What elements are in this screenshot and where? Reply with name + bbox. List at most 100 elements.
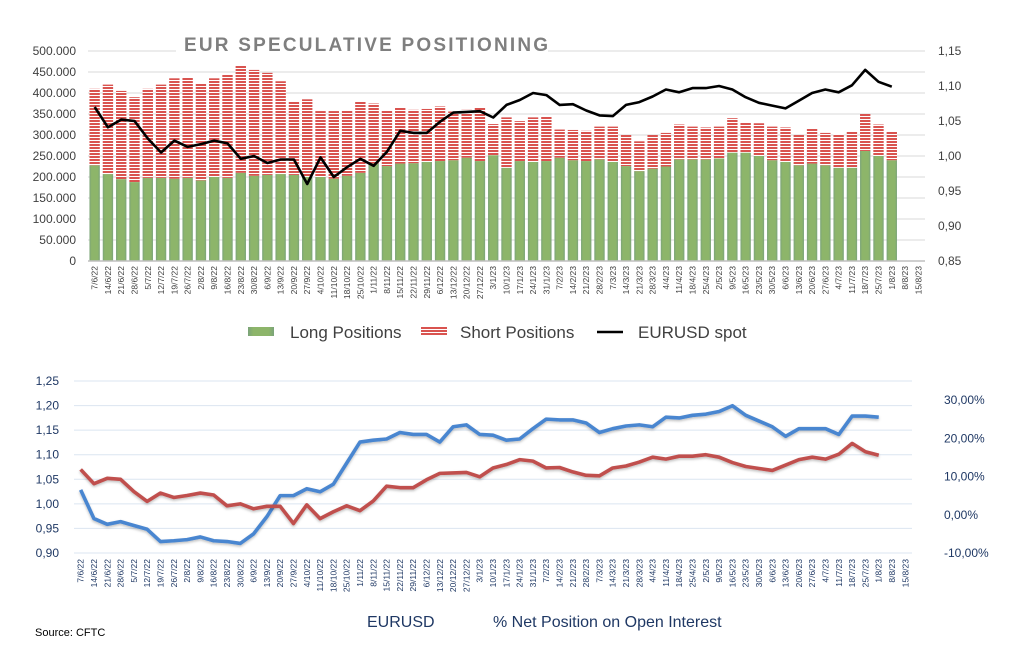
long-position-bar bbox=[155, 177, 167, 261]
bottom-x-tick-label: 21/6/22 bbox=[102, 559, 112, 588]
top-x-tick-label: 14/2/23 bbox=[568, 266, 578, 295]
top-x-tick-label: 5/7/22 bbox=[143, 266, 153, 290]
short-position-bar bbox=[302, 99, 313, 177]
top-y-tick-label: 350.000 bbox=[33, 107, 77, 121]
short-position-bar bbox=[806, 128, 818, 164]
bottom-x-tick-label: 20/6/23 bbox=[794, 559, 804, 588]
top-x-tick-label: 25/7/23 bbox=[874, 266, 884, 295]
long-position-bar bbox=[607, 161, 618, 261]
short-position-bar bbox=[275, 81, 286, 175]
long-position-bar bbox=[501, 167, 512, 261]
short-position-bar bbox=[780, 127, 791, 162]
long-position-bar bbox=[116, 179, 127, 261]
short-position-bar bbox=[501, 117, 512, 168]
legend-short-swatch bbox=[421, 327, 447, 336]
bottom-x-tick-label: 18/7/23 bbox=[847, 559, 857, 588]
short-position-bar bbox=[421, 108, 432, 162]
long-position-bar bbox=[767, 160, 778, 261]
bottom-y-tick-label: 0,90 bbox=[36, 546, 60, 560]
legend-long-label: Long Positions bbox=[290, 323, 402, 342]
long-position-bar bbox=[740, 152, 751, 261]
top-x-tick-label: 31/1/23 bbox=[541, 266, 551, 295]
short-position-bar bbox=[660, 132, 672, 167]
top-x-tick-label: 28/3/23 bbox=[648, 266, 658, 295]
short-position-bar bbox=[833, 134, 844, 168]
top-y2-tick-label: 1,15 bbox=[938, 44, 962, 58]
top-x-tick-label: 8/11/22 bbox=[382, 266, 392, 294]
top-right-axis: 0,85 0,90 0,95 1,00 1,05 1,10 1,15 bbox=[938, 44, 962, 268]
short-position-bar bbox=[687, 126, 698, 160]
top-x-tick-label: 4/10/22 bbox=[316, 266, 326, 295]
top-x-tick-label: 13/12/22 bbox=[448, 266, 458, 299]
long-position-bar bbox=[567, 160, 579, 261]
net-position-line bbox=[79, 403, 879, 546]
top-x-tick-label: 4/4/23 bbox=[661, 266, 671, 290]
top-x-tick-label: 26/7/22 bbox=[183, 266, 193, 295]
bottom-x-tick-label: 5/7/22 bbox=[129, 559, 139, 583]
bottom-x-tick-label: 28/2/23 bbox=[581, 559, 591, 588]
long-position-bar bbox=[209, 177, 220, 261]
top-x-tick-label: 18/7/23 bbox=[860, 266, 870, 295]
top-y2-tick-label: 1,10 bbox=[938, 79, 962, 93]
long-position-bar bbox=[514, 161, 525, 261]
bottom-x-tick-label: 23/5/23 bbox=[741, 559, 751, 588]
long-position-bar bbox=[169, 178, 180, 261]
short-position-bar bbox=[740, 122, 751, 153]
top-x-tick-label: 19/7/22 bbox=[169, 266, 179, 295]
bottom-y-tick-label: 1,15 bbox=[36, 423, 60, 437]
top-x-tick-label: 25/4/23 bbox=[701, 266, 711, 295]
short-position-bar bbox=[116, 90, 127, 180]
bottom-x-tick-label: 13/12/22 bbox=[435, 559, 445, 592]
top-x-tick-label: 4/7/23 bbox=[834, 266, 844, 290]
bottom-x-tick-label: 30/8/22 bbox=[235, 559, 245, 588]
short-position-bar bbox=[461, 109, 472, 158]
short-position-bar bbox=[634, 141, 645, 172]
short-position-bar bbox=[594, 126, 605, 160]
short-position-bar bbox=[860, 114, 871, 151]
bottom-x-tick-label: 8/11/22 bbox=[368, 559, 378, 587]
long-position-bar bbox=[860, 150, 871, 261]
long-position-bar bbox=[727, 152, 738, 261]
bottom-y-tick-label: 1,25 bbox=[36, 374, 60, 388]
top-y2-tick-label: 0,95 bbox=[938, 184, 962, 198]
short-position-bar bbox=[328, 111, 339, 179]
long-position-bar bbox=[328, 178, 339, 261]
short-position-bar bbox=[541, 116, 552, 162]
top-x-tick-label: 30/8/22 bbox=[249, 266, 259, 295]
bottom-x-tick-label: 16/5/23 bbox=[727, 559, 737, 588]
short-position-bar bbox=[873, 124, 884, 156]
bottom-y-tick-label: 1,05 bbox=[36, 472, 60, 486]
bottom-chart: 0,90 0,95 1,00 1,05 1,10 1,15 1,20 1,25 -10,00%… bbox=[36, 374, 989, 631]
bottom-right-axis: -10,00% 0,00% 10,00% 20,00% 30,00% bbox=[944, 393, 989, 560]
bottom-x-tick-label: 4/7/23 bbox=[821, 559, 831, 583]
long-position-bar bbox=[302, 177, 313, 261]
short-position-bar bbox=[142, 88, 153, 178]
short-position-bar bbox=[102, 84, 114, 175]
top-y2-tick-label: 0,85 bbox=[938, 254, 962, 268]
bottom-x-tick-label: 31/1/23 bbox=[528, 559, 538, 588]
top-x-tick-label: 27/9/22 bbox=[302, 266, 312, 295]
top-x-tick-label: 6/12/22 bbox=[435, 266, 445, 295]
short-position-bar bbox=[262, 72, 273, 175]
short-position-bar bbox=[753, 123, 765, 156]
bottom-x-tick-label: 6/6/23 bbox=[767, 559, 777, 583]
long-position-bar bbox=[408, 163, 419, 261]
short-position-bar bbox=[846, 131, 858, 168]
bottom-x-tick-label: 4/4/23 bbox=[648, 559, 658, 583]
bottom-x-tick-label: 25/4/23 bbox=[688, 559, 698, 588]
top-x-tick-label: 20/6/23 bbox=[807, 266, 817, 295]
short-position-bar bbox=[169, 78, 180, 179]
bottom-x-tick-label: 25/10/22 bbox=[342, 559, 352, 592]
top-x-tick-label: 23/5/23 bbox=[754, 266, 764, 295]
bottom-legend: EURUSD % Net Position on Open Interest bbox=[325, 614, 722, 631]
legend-spot-label: EURUSD spot bbox=[638, 323, 747, 342]
bottom-x-tick-label: 3/1/23 bbox=[475, 559, 485, 583]
eurusd-line bbox=[79, 441, 880, 526]
legend-long-swatch bbox=[248, 327, 274, 336]
short-position-bar bbox=[607, 126, 618, 162]
short-position-bar bbox=[368, 103, 379, 164]
top-x-tick-label: 17/1/23 bbox=[515, 266, 525, 295]
long-position-bar bbox=[434, 161, 446, 261]
bottom-y2-tick-label: 30,00% bbox=[944, 393, 985, 407]
top-x-tick-label: 9/5/23 bbox=[727, 266, 737, 290]
